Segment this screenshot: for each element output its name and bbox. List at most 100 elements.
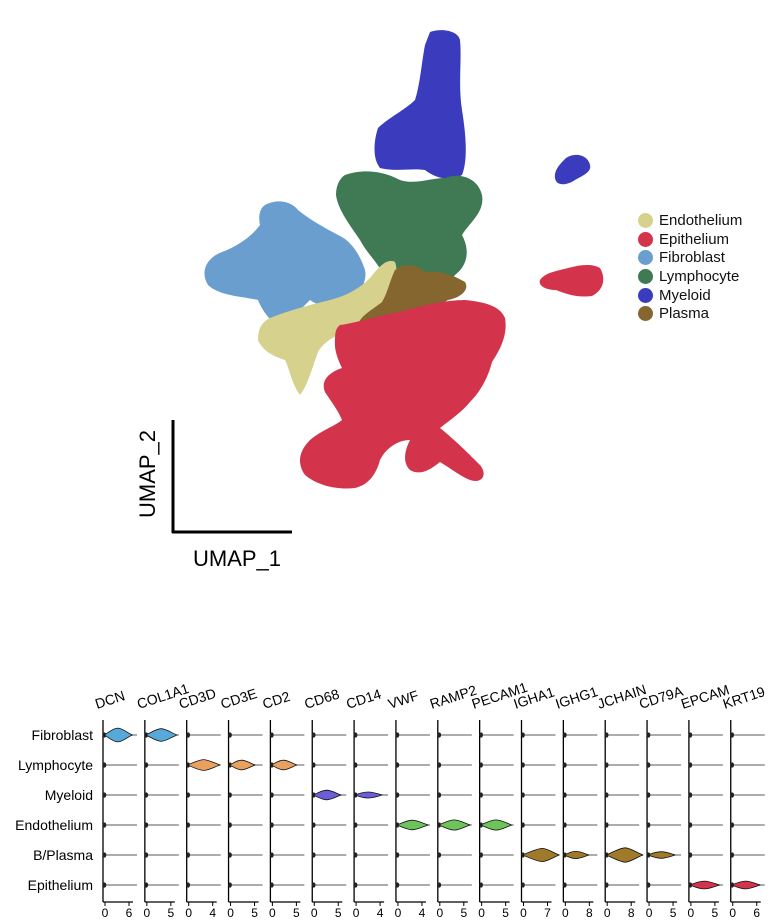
violin-zero-mass xyxy=(311,882,316,888)
violin-zero-mass xyxy=(604,882,609,888)
violin-zero-mass xyxy=(353,732,358,738)
violin-shape-cd68 xyxy=(312,789,342,801)
violin-zero-mass xyxy=(270,732,274,738)
legend-swatch xyxy=(638,212,653,228)
violin-zero-mass xyxy=(353,852,358,858)
legend-swatch xyxy=(638,250,653,266)
violin-zero-mass xyxy=(479,762,483,768)
violin-zero-mass xyxy=(730,792,735,798)
violin-zero-mass xyxy=(646,732,651,738)
violin-gene-label: DCN xyxy=(93,687,127,712)
violin-zero-mass xyxy=(521,792,525,798)
violin-shape-epcam xyxy=(688,880,720,890)
umap-cluster-myeloid-island xyxy=(554,154,591,185)
violin-zero-mass xyxy=(353,762,358,768)
violin-tick-label: 5 xyxy=(670,906,677,920)
violin-tick-label: 4 xyxy=(209,906,216,920)
violin-zero-mass xyxy=(311,852,316,858)
violin-tick-label: 5 xyxy=(168,906,175,920)
violin-zero-mass xyxy=(730,732,735,738)
violin-zero-mass xyxy=(521,882,525,888)
legend-swatch xyxy=(638,268,653,284)
violin-zero-mass xyxy=(563,882,567,888)
violin-tick-label: 4 xyxy=(377,906,384,920)
legend-label: Lymphocyte xyxy=(659,267,740,285)
violin-shape-ramp2 xyxy=(437,819,471,831)
violin-zero-mass xyxy=(228,822,232,828)
violin-zero-mass xyxy=(688,762,693,768)
violin-zero-mass xyxy=(521,822,525,828)
violin-shape-col1a1 xyxy=(144,728,178,742)
violin-zero-mass xyxy=(228,792,232,798)
violin-zero-mass xyxy=(102,882,107,888)
violin-zero-mass xyxy=(437,792,442,798)
violin-zero-mass xyxy=(228,732,232,738)
violin-row-label: Fibroblast xyxy=(32,727,94,743)
violin-tick-label: 0 xyxy=(144,906,151,920)
violin-tick-label: 0 xyxy=(395,906,402,920)
violin-row-label: Lymphocyte xyxy=(18,757,93,773)
violin-shape-pecam1 xyxy=(479,819,513,831)
violin-tick-label: 0 xyxy=(520,906,527,920)
violin-zero-mass xyxy=(479,732,483,738)
violin-row-label: Epithelium xyxy=(28,877,93,893)
violin-zero-mass xyxy=(353,822,358,828)
violin-shape-ighg1 xyxy=(563,850,590,860)
violin-shape-jchain xyxy=(605,847,644,863)
violin-plot: Fibroblast Lymphocyte Myeloid Endothelium B/… xyxy=(15,679,767,920)
violin-zero-mass xyxy=(311,732,316,738)
umap-y-label: UMAP_2 xyxy=(135,430,160,518)
violin-tick-label: 0 xyxy=(269,906,276,920)
violin-tick-label: 6 xyxy=(753,906,760,920)
violin-zero-mass xyxy=(604,792,609,798)
violin-shape-cd3d xyxy=(186,759,221,771)
violin-tick-label: 0 xyxy=(688,906,695,920)
violin-tick-label: 7 xyxy=(544,906,551,920)
violin-gene-label: VWF xyxy=(386,687,421,712)
legend-label: Fibroblast xyxy=(659,249,725,267)
violin-zero-mass xyxy=(730,762,735,768)
violin-zero-mass xyxy=(437,852,442,858)
violin-tick-label: 0 xyxy=(604,906,611,920)
violin-zero-mass xyxy=(563,822,567,828)
violin-tick-label: 0 xyxy=(353,906,360,920)
legend-label: Myeloid xyxy=(659,286,711,304)
umap-cluster-epithelium-island xyxy=(539,264,604,297)
violin-tick-label: 0 xyxy=(562,906,569,920)
legend-item: Lymphocyte xyxy=(638,267,742,286)
umap-cluster-epithelium xyxy=(299,300,506,489)
violin-zero-mass xyxy=(144,822,149,828)
violin-shape-cd79a xyxy=(646,851,676,859)
violin-tick-label: 5 xyxy=(460,906,467,920)
violin-tick-label: 8 xyxy=(628,906,635,920)
violin-shape-vwf xyxy=(395,819,429,831)
violin-shape-krt19 xyxy=(730,880,761,890)
violin-zero-mass xyxy=(102,792,107,798)
violin-zero-mass xyxy=(688,792,693,798)
legend-swatch xyxy=(638,306,653,322)
violin-tick-label: 0 xyxy=(185,906,192,920)
violin-zero-mass xyxy=(102,852,107,858)
violin-zero-mass xyxy=(270,822,274,828)
umap-plot: UMAP_1 UMAP_2 xyxy=(135,30,604,571)
violin-gene-label: CD14 xyxy=(344,686,383,712)
violin-zero-mass xyxy=(144,762,149,768)
violin-zero-mass xyxy=(688,852,693,858)
violin-zero-mass xyxy=(395,852,400,858)
violin-tick-label: 5 xyxy=(712,906,719,920)
violin-zero-mass xyxy=(395,792,400,798)
violin-tick-label: 0 xyxy=(102,906,109,920)
violin-tick-label: 5 xyxy=(251,906,258,920)
violin-shape-cd14 xyxy=(354,791,383,799)
violin-tick-label: 0 xyxy=(478,906,485,920)
violin-tick-label: 6 xyxy=(126,906,133,920)
legend-item: Endothelium xyxy=(638,211,742,230)
violin-zero-mass xyxy=(311,822,316,828)
violin-zero-mass xyxy=(521,732,525,738)
umap-cluster-myeloid xyxy=(374,30,466,179)
violin-zero-mass xyxy=(353,882,358,888)
violin-zero-mass xyxy=(563,792,567,798)
violin-zero-mass xyxy=(563,732,567,738)
legend-item: Plasma xyxy=(638,304,742,323)
violin-zero-mass xyxy=(437,732,442,738)
